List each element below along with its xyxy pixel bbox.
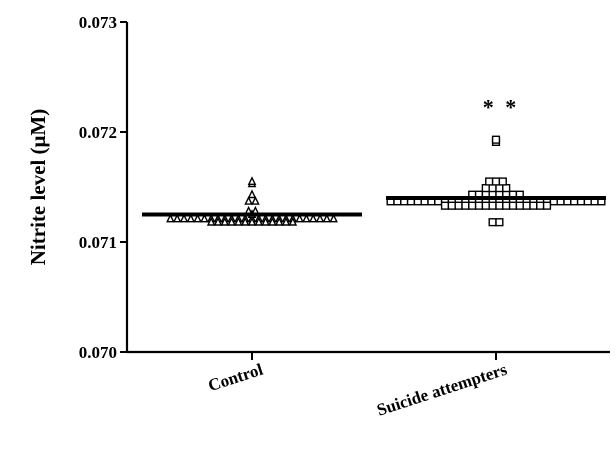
data-point-triangle <box>308 213 318 223</box>
data-point-triangle <box>200 213 209 223</box>
data-point-square <box>491 177 501 186</box>
data-point-triangle <box>329 213 338 223</box>
data-point-square <box>515 201 524 210</box>
data-point-triangle <box>179 213 189 223</box>
y-axis-ticks: 0.070 0.071 0.072 0.073 <box>79 13 127 362</box>
data-point-triangle <box>247 216 257 226</box>
data-point-square <box>542 201 552 210</box>
data-point-square <box>498 177 507 186</box>
x-tick-label: Control <box>206 360 266 396</box>
data-point-square <box>488 183 497 193</box>
y-tick-label: 0.073 <box>79 13 117 32</box>
data-point-triangle <box>186 213 196 223</box>
data-point-square <box>536 201 545 210</box>
data-point-square <box>488 218 497 227</box>
data-point-triangle <box>302 213 311 223</box>
data-points <box>166 135 606 227</box>
data-point-triangle <box>247 176 257 185</box>
data-point-triangle <box>213 216 223 226</box>
data-point-triangle <box>288 216 298 226</box>
x-axis-ticks: Control Suicide attempters <box>206 352 510 420</box>
data-point-triangle <box>240 216 250 226</box>
y-axis-title: Nitrite level (μM) <box>26 109 50 266</box>
data-point-triangle <box>206 216 216 226</box>
data-point-square <box>529 201 538 210</box>
data-point-square <box>495 218 504 227</box>
y-tick-label: 0.071 <box>79 233 117 252</box>
data-point-square <box>454 201 463 210</box>
data-point-triangle <box>247 189 257 199</box>
data-point-triangle <box>261 216 270 226</box>
significance-marker: * * <box>483 95 520 120</box>
data-point-square <box>495 183 504 193</box>
data-point-triangle <box>172 213 182 223</box>
data-point-triangle <box>268 216 277 226</box>
data-point-square <box>508 201 518 210</box>
data-point-triangle <box>322 213 332 223</box>
data-point-triangle <box>244 195 253 205</box>
data-point-square <box>495 201 504 210</box>
data-point-square <box>485 177 494 186</box>
data-point-triangle <box>193 213 202 223</box>
data-point-triangle <box>254 216 264 226</box>
data-point-square <box>522 201 531 210</box>
data-point-square <box>447 201 456 210</box>
data-point-square <box>481 183 490 193</box>
data-point-triangle <box>315 213 325 223</box>
data-point-triangle <box>220 216 230 226</box>
data-point-triangle <box>295 213 304 223</box>
data-point-triangle <box>274 216 284 226</box>
data-point-square <box>440 201 450 210</box>
data-point-triangle <box>166 213 175 223</box>
data-point-square <box>488 201 497 210</box>
data-point-square <box>461 201 470 210</box>
data-point-square <box>491 135 501 144</box>
data-point-square <box>481 201 490 210</box>
data-point-square <box>474 201 484 210</box>
y-tick-label: 0.072 <box>79 123 117 142</box>
x-tick-label: Suicide attempters <box>374 360 509 420</box>
data-point-triangle <box>227 216 236 226</box>
data-point-square <box>502 183 511 193</box>
annotations: * * <box>483 95 520 120</box>
data-point-triangle <box>281 216 291 226</box>
data-point-square <box>502 201 511 210</box>
data-point-triangle <box>251 195 260 205</box>
mean-lines <box>142 196 606 217</box>
data-point-square <box>468 201 477 210</box>
y-tick-label: 0.070 <box>79 343 117 362</box>
data-point-triangle <box>234 216 243 226</box>
